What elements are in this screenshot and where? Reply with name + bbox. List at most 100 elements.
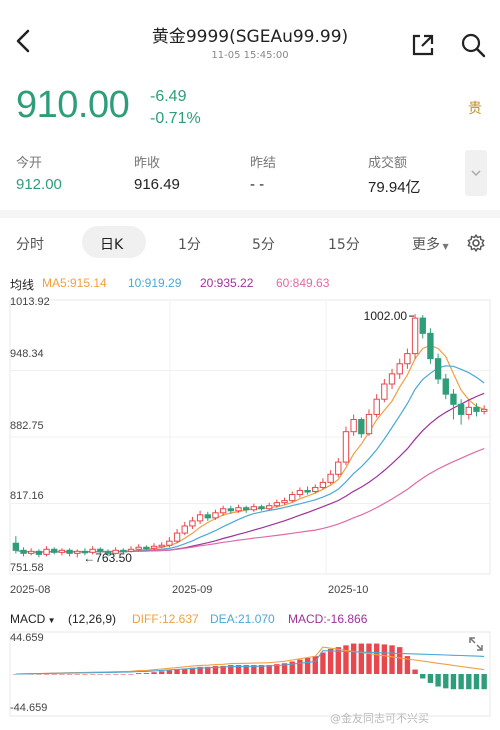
candle-body-16: [135, 546, 142, 550]
price-change-pct: -0.71%: [150, 110, 201, 127]
candle-body-5: [51, 548, 58, 553]
macd-bar-16: [135, 673, 142, 674]
candle-body-38: [304, 489, 311, 493]
tab-more[interactable]: 更多 ▼: [412, 234, 449, 254]
x-tick-3: 2025-10: [328, 584, 369, 596]
macd-bar-44: [350, 643, 357, 674]
candle-body-37: [296, 489, 304, 496]
macd-label[interactable]: MACD ▼: [10, 612, 55, 626]
candle-body-36: [289, 494, 296, 502]
tab-daily-k[interactable]: 日K: [100, 237, 124, 253]
search-icon[interactable]: [460, 32, 486, 58]
ma-legend-label[interactable]: 均线: [10, 278, 35, 292]
candle-body-52: [411, 317, 419, 355]
macd-bar-5: [51, 674, 57, 675]
macd-bar-29: [235, 665, 242, 674]
candlestick-chart[interactable]: 1002.00 ←763.50: [0, 294, 500, 584]
stat-value-prev-close: 916.49: [134, 176, 180, 193]
macd-bar-8: [74, 674, 80, 675]
candle-body-34: [273, 502, 281, 507]
macd-bar-35: [281, 663, 288, 674]
macd-bar-39: [312, 656, 318, 674]
macd-bar-11: [97, 674, 103, 675]
category-badge: 贵: [468, 101, 482, 117]
candle-body-33: [266, 505, 273, 510]
macd-bar-40: [320, 652, 326, 674]
macd-bar-19: [159, 671, 165, 674]
candle-body-44: [350, 419, 357, 433]
expand-stats-button[interactable]: [465, 150, 487, 196]
candle-body-30: [242, 507, 250, 511]
candle-body-20: [166, 540, 173, 546]
high-annotation: 1002.00: [364, 309, 408, 323]
macd-bar-60: [473, 674, 480, 690]
macd-bar-7: [66, 674, 73, 675]
ma5-value: MA5:915.14: [42, 276, 107, 290]
macd-bar-58: [458, 674, 464, 690]
macd-bar-33: [266, 665, 272, 674]
settings-icon[interactable]: [466, 233, 486, 257]
candle-body-41: [327, 473, 334, 483]
page-title: 黄金9999(SGEAu99.99): [151, 27, 349, 47]
low-annotation: ←763.50: [83, 551, 132, 565]
tab-more-label: 更多: [412, 237, 440, 253]
macd-bar-46: [366, 643, 372, 674]
macd-bar-26: [212, 665, 219, 674]
candle-body-56: [442, 378, 449, 395]
candle-body-61: [480, 408, 488, 412]
fullscreen-icon[interactable]: [466, 634, 486, 658]
macd-frame: [9, 631, 491, 717]
candle-body-59: [465, 406, 472, 415]
candle-body-9: [81, 550, 89, 554]
tab-5min[interactable]: 5分: [252, 237, 275, 253]
share-icon[interactable]: [410, 32, 436, 58]
back-button[interactable]: [14, 28, 34, 61]
candle-body-45: [358, 419, 365, 435]
stat-label-prev-settle: 昨结: [250, 156, 277, 171]
macd-bar-23: [189, 667, 196, 674]
macd-bar-24: [197, 666, 203, 674]
macd-bar-18: [151, 672, 157, 674]
macd-bar-53: [420, 674, 426, 679]
candle-body-29: [235, 507, 242, 512]
candle-body-39: [312, 486, 319, 492]
macd-bar-30: [243, 665, 249, 674]
candle-body-50: [396, 363, 403, 375]
candle-body-7: [66, 549, 73, 554]
candle-body-13: [112, 549, 119, 554]
macd-bar-25: [205, 666, 211, 674]
candle-body-27: [219, 508, 227, 514]
ma20-value: 20:935.22: [200, 276, 254, 290]
candle-body-60: [473, 406, 480, 412]
macd-bar-31: [251, 665, 257, 674]
macd-label-text: MACD: [10, 612, 46, 626]
stat-value-open: 912.00: [16, 176, 62, 193]
candle-body-49: [388, 373, 396, 385]
candle-body-23: [189, 520, 196, 527]
macd-bar-15: [128, 674, 134, 675]
ma-line-10: [15, 365, 485, 553]
x-tick-2: 2025-09: [172, 584, 213, 596]
macd-bar-54: [427, 674, 434, 683]
macd-bar-42: [335, 647, 341, 674]
dropdown-icon: ▼: [45, 616, 56, 625]
candle-body-25: [204, 514, 211, 519]
y-tick-2: 948.34: [10, 348, 44, 360]
stat-label-prev-close: 昨收: [134, 156, 161, 171]
candle-body-11: [97, 548, 104, 552]
candle-body-51: [404, 353, 411, 365]
candle-body-35: [281, 500, 288, 504]
stat-value-prev-settle: - -: [250, 176, 265, 193]
candle-body-6: [58, 549, 66, 553]
macd-chart[interactable]: [0, 630, 500, 718]
macd-ymax: 44.659: [10, 632, 44, 644]
tab-1min[interactable]: 1分: [178, 237, 201, 253]
macd-bar-12: [105, 674, 111, 675]
macd-bar-32: [258, 665, 265, 674]
tab-timeshare[interactable]: 分时: [16, 237, 44, 253]
macd-bar-61: [481, 674, 487, 690]
macd-bar-38: [304, 657, 311, 674]
ma60-value: 60:849.63: [276, 276, 330, 290]
tab-15min[interactable]: 15分: [328, 237, 360, 253]
x-tick-1: 2025-08: [10, 584, 51, 596]
